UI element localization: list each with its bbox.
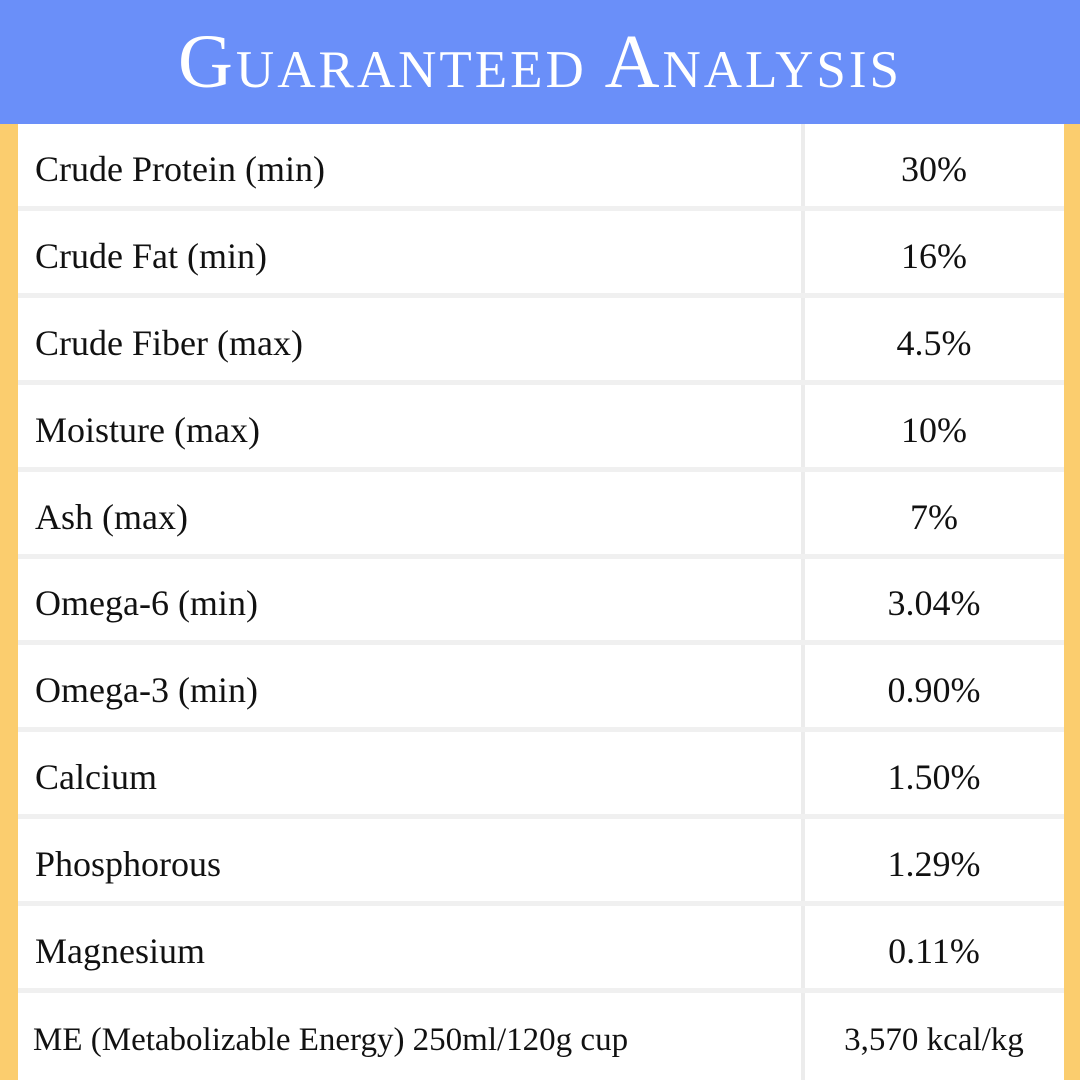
nutrient-name: Moisture (max) (35, 409, 260, 450)
title: Guaranteed Analysis (178, 19, 902, 104)
nutrient-name: Phosphorous (35, 844, 222, 885)
nutrient-name: Omega-6 (min) (35, 583, 258, 624)
table-row: Moisture (max) 10% (18, 385, 1064, 472)
nutrient-name: Ash (max) (35, 496, 188, 537)
nutrient-value: 4.5% (896, 322, 972, 363)
analysis-table: Crude Protein (min) 30% Crude Fat (min) 16%… (18, 124, 1064, 1080)
table-row: Omega-6 (min) 3.04% (18, 559, 1064, 646)
header: Guaranteed Analysis (0, 0, 1080, 124)
nutrient-name: Omega-3 (min) (35, 670, 258, 711)
nutrient-value: 1.29% (887, 844, 981, 885)
table-row: Phosphorous 1.29% (18, 819, 1064, 907)
nutrient-name: Crude Fiber (max) (35, 322, 303, 363)
column-divider (801, 124, 805, 1080)
nutrient-name: Crude Fat (min) (35, 235, 267, 276)
nutrient-value: 3,570 kcal/kg (844, 1022, 1024, 1059)
table-row: ME (Metabolizable Energy) 250ml/120g cup… (18, 993, 1064, 1080)
nutrient-value: 16% (901, 235, 967, 276)
nutrient-value: 0.11% (888, 931, 980, 972)
table-row: Crude Fiber (max) 4.5% (18, 298, 1064, 385)
nutrient-name: Magnesium (35, 931, 205, 972)
nutrient-value: 30% (901, 148, 967, 189)
nutrient-value: 3.04% (887, 583, 981, 624)
table-row: Crude Fat (min) 16% (18, 211, 1064, 298)
table-row: Calcium 1.50% (18, 732, 1064, 820)
table-row: Ash (max) 7% (18, 472, 1064, 559)
nutrient-value: 1.50% (887, 757, 981, 798)
nutrient-name: Calcium (35, 757, 157, 798)
nutrient-name: Crude Protein (min) (35, 148, 325, 189)
nutrient-value: 0.90% (887, 670, 981, 711)
table-row: Crude Protein (min) 30% (18, 124, 1064, 211)
nutrient-value: 7% (910, 496, 958, 537)
table-row: Magnesium 0.11% (18, 906, 1064, 994)
table-row: Omega-3 (min) 0.90% (18, 645, 1064, 733)
nutrient-value: 10% (901, 409, 967, 450)
nutrient-name: ME (Metabolizable Energy) 250ml/120g cup (33, 1022, 629, 1059)
